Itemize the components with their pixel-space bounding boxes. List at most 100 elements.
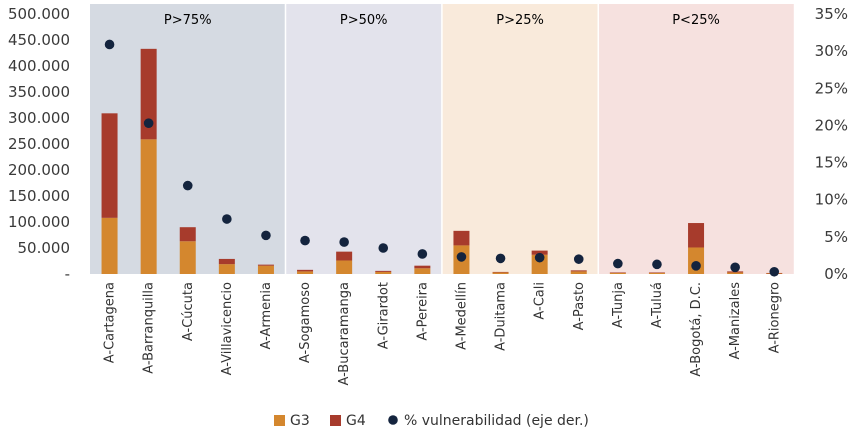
bar-g4 (179, 227, 196, 242)
band-label: P<25% (672, 13, 720, 28)
bar-g3 (336, 260, 353, 274)
right-axis-tick: 15% (815, 154, 848, 172)
legend-label: % vulnerabilidad (eje der.) (404, 413, 589, 429)
left-axis-tick: - (65, 265, 70, 283)
vulnerability-point (261, 230, 271, 241)
left-axis-tick: 450.000 (8, 31, 70, 49)
left-axis: - 50.000 100.000 150.000 200.000 250.000 300.0… (8, 5, 70, 283)
category-label: A-Cartagena (103, 282, 118, 363)
left-axis-tick: 150.000 (8, 187, 70, 205)
band-group: P>75% P>50% P>25% P<25% (90, 4, 794, 274)
category-label: A-Pasto (572, 282, 587, 330)
left-axis-tick: 500.000 (8, 5, 70, 23)
legend-swatch (388, 415, 398, 425)
band-label: P>25% (496, 13, 544, 28)
category-label: A-Barranquilla (142, 282, 157, 374)
category-label: A-Manizales (728, 282, 743, 360)
bar-g4 (336, 251, 353, 261)
right-axis-tick: 0% (824, 265, 848, 283)
vulnerability-point (769, 266, 780, 277)
vulnerability-point (691, 261, 701, 271)
bar-g4 (609, 272, 626, 273)
vulnerability-point (495, 253, 506, 264)
bar-g3 (101, 217, 118, 274)
bar-g4 (648, 272, 665, 273)
category-label: A-Tunja (611, 282, 626, 328)
bar-g3 (492, 272, 509, 274)
vulnerability-point (300, 235, 310, 246)
category-label: A-Bucaramanga (337, 282, 352, 386)
left-axis-tick: 200.000 (8, 161, 70, 179)
bar-g4 (570, 270, 587, 272)
bar-g3 (414, 268, 431, 274)
vulnerability-point (222, 214, 232, 224)
legend: G3 G4 % vulnerabilidad (eje der.) (274, 413, 589, 429)
band-label: P>50% (340, 13, 388, 28)
category-label: A-Medellín (454, 282, 469, 350)
bar-g4 (688, 223, 705, 248)
category-label: A-Cúcuta (181, 282, 196, 341)
band-3 (441, 4, 599, 274)
left-axis-tick: 250.000 (8, 135, 70, 153)
category-label: A-Girardot (376, 282, 391, 349)
right-axis: 0% 5% 10% 15% 20% 25% 30% 35% (815, 5, 848, 283)
category-label: A-Tuluá (650, 282, 665, 328)
vulnerability-point (456, 252, 467, 262)
band-label: P>75% (164, 13, 212, 28)
bar-g4 (140, 48, 157, 140)
category-labels: A-Cartagena A-Barranquilla A-Cúcuta A-Villa… (103, 282, 783, 386)
vulnerability-point (143, 118, 154, 128)
right-axis-tick: 5% (824, 228, 848, 246)
left-axis-tick: 50.000 (18, 239, 71, 257)
vulnerability-point (652, 259, 662, 270)
vulnerability-dots (104, 39, 780, 277)
bar-g4 (101, 113, 118, 218)
left-axis-tick: 100.000 (8, 213, 70, 231)
right-axis-tick: 35% (815, 5, 848, 23)
bar-g3 (609, 272, 626, 274)
legend-label: G4 (346, 413, 366, 429)
bar-g4 (218, 258, 235, 265)
bar-g3 (375, 271, 392, 274)
category-label: A-Armenia (259, 282, 274, 350)
bar-g3 (179, 241, 196, 274)
bar-g4 (257, 264, 274, 266)
bar-g3 (297, 271, 314, 274)
category-label: A-Bogotá, D.C. (689, 282, 704, 377)
vulnerability-point (378, 243, 389, 253)
category-label: A-Sogamoso (298, 282, 313, 363)
vulnerability-point (730, 262, 740, 273)
bar-g4 (453, 230, 470, 246)
right-axis-tick: 30% (815, 42, 848, 60)
band-2 (285, 4, 442, 274)
category-label: A-Pereira (415, 282, 430, 341)
vulnerability-point (339, 237, 349, 247)
bar-g3 (648, 272, 665, 274)
bar-g4 (414, 265, 431, 269)
bar-g3 (727, 272, 744, 274)
bar-g4 (531, 250, 548, 255)
left-axis-tick: 400.000 (8, 57, 70, 75)
bar-g3 (570, 271, 587, 274)
right-axis-tick: 20% (815, 116, 848, 134)
bar-g3 (140, 139, 157, 274)
vulnerability-point (417, 249, 428, 259)
bar-g4 (297, 269, 314, 272)
legend-swatch (330, 415, 341, 426)
category-label: A-Duitama (494, 282, 509, 351)
category-label: A-Cali (533, 282, 548, 320)
bar-g4 (492, 271, 509, 273)
bar-g3 (218, 264, 235, 274)
left-axis-tick: 350.000 (8, 83, 70, 101)
category-label: A-Rionegro (767, 282, 782, 353)
legend-swatch (274, 415, 285, 426)
right-axis-tick: 25% (815, 79, 848, 97)
bar-g4 (375, 270, 392, 272)
vulnerability-point (534, 252, 545, 263)
vulnerability-point (613, 258, 623, 269)
bars (101, 48, 783, 274)
vulnerability-point (104, 39, 115, 50)
vulnerability-point (182, 180, 193, 191)
bar-g3 (257, 265, 274, 274)
